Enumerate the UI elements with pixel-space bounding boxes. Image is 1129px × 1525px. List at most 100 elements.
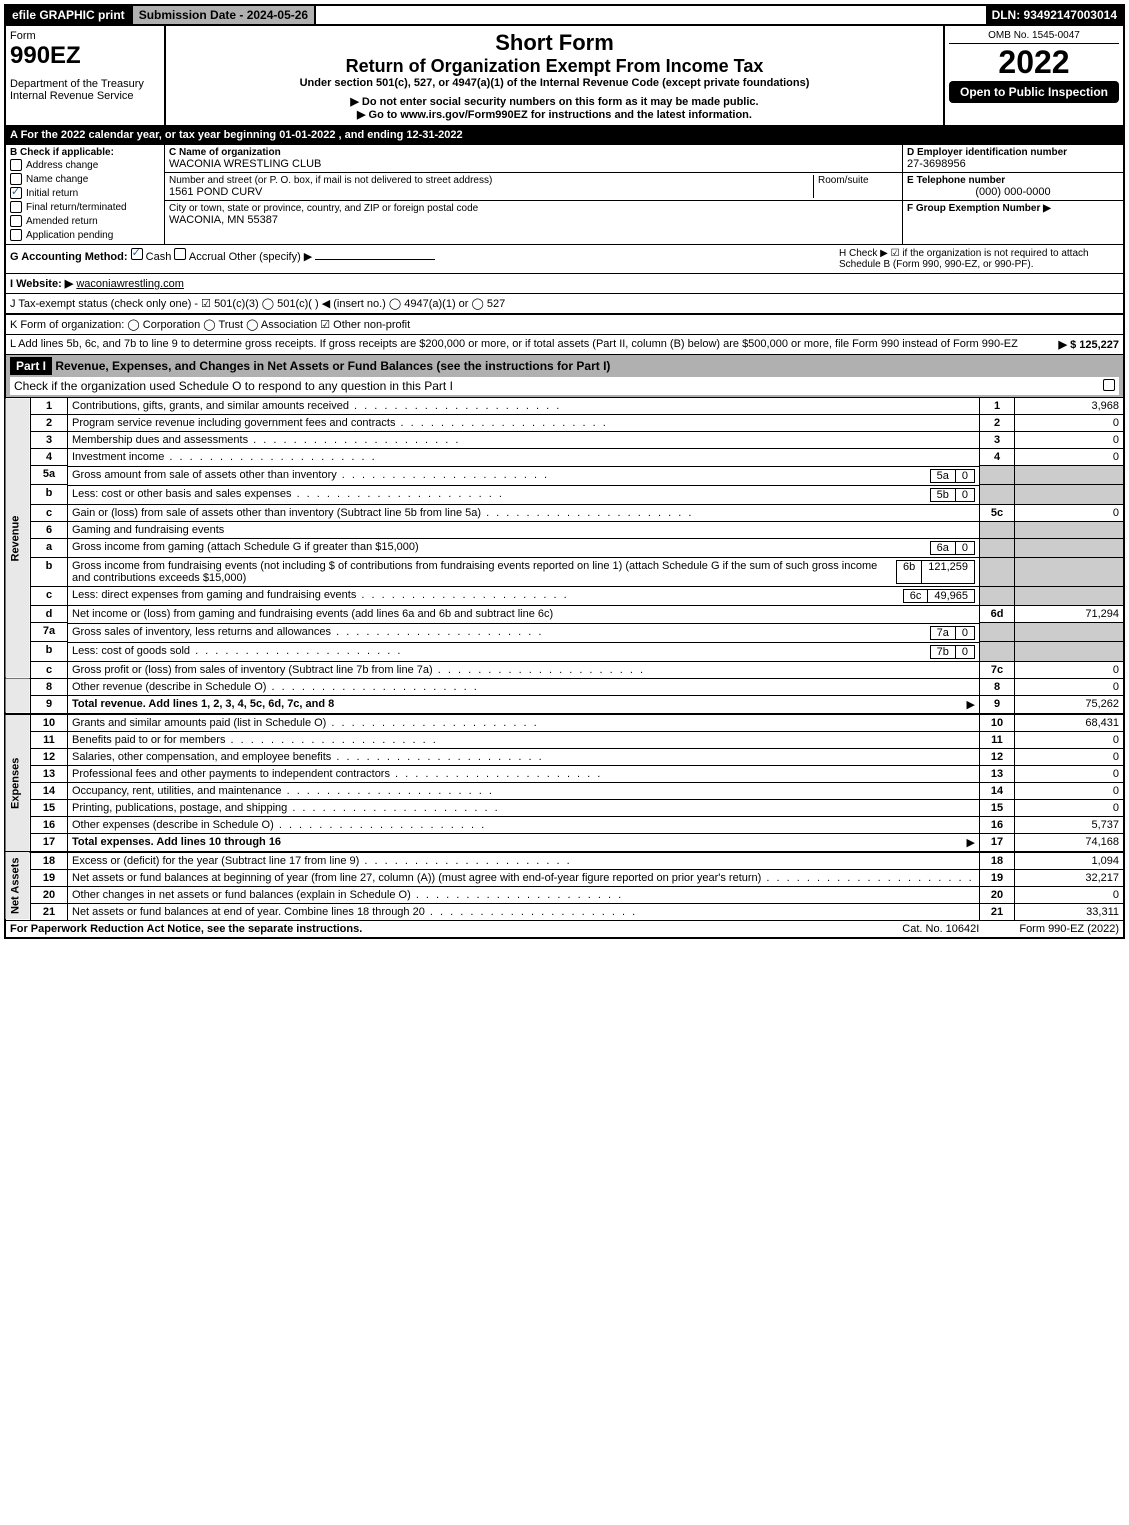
check-final-return[interactable]: Final return/terminated xyxy=(10,200,160,214)
website-link[interactable]: waconiawrestling.com xyxy=(76,278,184,290)
open-public-badge: Open to Public Inspection xyxy=(949,81,1119,103)
line-1-val: 3,968 xyxy=(1015,398,1125,415)
line-21-desc: Net assets or fund balances at end of ye… xyxy=(68,903,980,920)
line-13-desc: Professional fees and other payments to … xyxy=(68,765,980,782)
g-label: G Accounting Method: xyxy=(10,251,128,263)
check-label: Initial return xyxy=(26,188,78,199)
header-center: Short Form Return of Organization Exempt… xyxy=(166,26,943,125)
check-schedule-o[interactable] xyxy=(1103,379,1115,391)
line-10-box: 10 xyxy=(980,714,1015,732)
line-12-box: 12 xyxy=(980,748,1015,765)
line-4-desc: Investment income xyxy=(68,449,980,466)
line-1-box: 1 xyxy=(980,398,1015,415)
line-13-val: 0 xyxy=(1015,765,1125,782)
line-6d-desc: Net income or (loss) from gaming and fun… xyxy=(68,606,980,623)
line-7b-desc: Less: cost of goods sold xyxy=(72,645,930,659)
line-4-box: 4 xyxy=(980,449,1015,466)
line-2-desc: Program service revenue including govern… xyxy=(68,415,980,432)
row-g-h: G Accounting Method: Cash Accrual Other … xyxy=(4,244,1125,273)
name-label: C Name of organization xyxy=(169,147,898,158)
header-left: Form 990EZ Department of the Treasury In… xyxy=(6,26,166,125)
header-right: OMB No. 1545-0047 2022 Open to Public In… xyxy=(943,26,1123,125)
room-label: Room/suite xyxy=(813,175,898,198)
line-16-val: 5,737 xyxy=(1015,816,1125,833)
line-14-val: 0 xyxy=(1015,782,1125,799)
line-6a-subval: 0 xyxy=(956,541,975,555)
line-6b-desc: Gross income from fundraising events (no… xyxy=(72,560,896,584)
line-9-desc: Total revenue. Add lines 1, 2, 3, 4, 5c,… xyxy=(72,698,334,710)
line-17-box: 17 xyxy=(980,833,1015,852)
line-12-val: 0 xyxy=(1015,748,1125,765)
lines-table: Revenue 1Contributions, gifts, grants, a… xyxy=(4,397,1125,920)
department: Department of the Treasury Internal Reve… xyxy=(10,78,160,102)
ein: 27-3698956 xyxy=(907,158,1119,170)
line-6a-sub: 6a xyxy=(930,541,956,555)
line-14-box: 14 xyxy=(980,782,1015,799)
line-3-val: 0 xyxy=(1015,432,1125,449)
section-b: B Check if applicable: Address change Na… xyxy=(6,145,165,244)
line-3-box: 3 xyxy=(980,432,1015,449)
line-6c-desc: Less: direct expenses from gaming and fu… xyxy=(72,589,903,603)
check-name-change[interactable]: Name change xyxy=(10,172,160,186)
line-18-desc: Excess or (deficit) for the year (Subtra… xyxy=(68,852,980,870)
efile-link[interactable]: efile GRAPHIC print xyxy=(6,6,133,24)
check-address-change[interactable]: Address change xyxy=(10,158,160,172)
footer-form: Form 990-EZ (2022) xyxy=(1019,923,1119,935)
line-21-val: 33,311 xyxy=(1015,903,1125,920)
line-7b-subval: 0 xyxy=(956,645,975,659)
line-13-box: 13 xyxy=(980,765,1015,782)
check-amended[interactable]: Amended return xyxy=(10,214,160,228)
form-label: Form xyxy=(10,30,160,42)
line-2-val: 0 xyxy=(1015,415,1125,432)
line-21-box: 21 xyxy=(980,903,1015,920)
line-8-desc: Other revenue (describe in Schedule O) xyxy=(68,678,980,695)
line-15-desc: Printing, publications, postage, and shi… xyxy=(68,799,980,816)
line-19-desc: Net assets or fund balances at beginning… xyxy=(68,869,980,886)
line-6d-val: 71,294 xyxy=(1015,606,1125,623)
side-net-assets: Net Assets xyxy=(5,852,31,920)
omb: OMB No. 1545-0047 xyxy=(949,30,1119,44)
line-5a-desc: Gross amount from sale of assets other t… xyxy=(72,469,930,483)
i-label: I Website: ▶ xyxy=(10,278,73,290)
line-19-box: 19 xyxy=(980,869,1015,886)
line-7c-box: 7c xyxy=(980,661,1015,678)
under-section: Under section 501(c), 527, or 4947(a)(1)… xyxy=(170,77,939,89)
note-ssn: ▶ Do not enter social security numbers o… xyxy=(170,95,939,108)
check-initial-return[interactable]: Initial return xyxy=(10,186,160,200)
side-expenses: Expenses xyxy=(5,714,31,852)
g-cash: Cash xyxy=(146,251,172,263)
line-7c-val: 0 xyxy=(1015,661,1125,678)
check-cash[interactable] xyxy=(131,248,143,260)
line-9-box: 9 xyxy=(980,695,1015,714)
g-other: Other (specify) ▶ xyxy=(229,251,313,263)
l-text: L Add lines 5b, 6c, and 7b to line 9 to … xyxy=(10,338,1019,351)
line-5a-subval: 0 xyxy=(956,469,975,483)
org-name: WACONIA WRESTLING CLUB xyxy=(169,158,898,170)
line-20-desc: Other changes in net assets or fund bala… xyxy=(68,886,980,903)
line-18-box: 18 xyxy=(980,852,1015,870)
line-i: I Website: ▶ waconiawrestling.com xyxy=(4,273,1125,293)
line-14-desc: Occupancy, rent, utilities, and maintena… xyxy=(68,782,980,799)
check-label: Application pending xyxy=(26,230,113,241)
street: 1561 POND CURV xyxy=(169,186,813,198)
line-11-box: 11 xyxy=(980,731,1015,748)
section-c: C Name of organization WACONIA WRESTLING… xyxy=(165,145,903,244)
check-pending[interactable]: Application pending xyxy=(10,228,160,242)
line-6-desc: Gaming and fundraising events xyxy=(68,521,980,538)
line-j: J Tax-exempt status (check only one) - ☑… xyxy=(4,293,1125,313)
line-6b-sub: 6b xyxy=(896,560,922,584)
form-title: Short Form xyxy=(170,30,939,56)
telephone: (000) 000-0000 xyxy=(907,186,1119,198)
line-17-val: 74,168 xyxy=(1015,833,1125,852)
line-10-desc: Grants and similar amounts paid (list in… xyxy=(68,714,980,732)
check-accrual[interactable] xyxy=(174,248,186,260)
line-8-val: 0 xyxy=(1015,678,1125,695)
line-5c-val: 0 xyxy=(1015,504,1125,521)
line-16-desc: Other expenses (describe in Schedule O) xyxy=(68,816,980,833)
line-8-box: 8 xyxy=(980,678,1015,695)
note-link[interactable]: ▶ Go to www.irs.gov/Form990EZ for instru… xyxy=(170,108,939,121)
form-header: Form 990EZ Department of the Treasury In… xyxy=(4,26,1125,127)
line-20-val: 0 xyxy=(1015,886,1125,903)
city: WACONIA, MN 55387 xyxy=(169,214,898,226)
line-5b-subval: 0 xyxy=(956,488,975,502)
